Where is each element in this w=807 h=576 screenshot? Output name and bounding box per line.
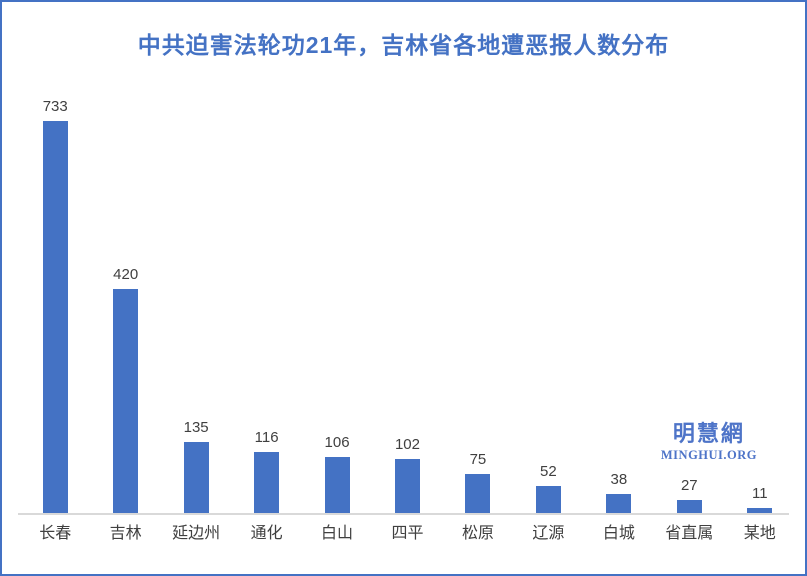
bar-column: 75: [443, 98, 513, 514]
chart-title: 中共迫害法轮功21年，吉林省各地遭恶报人数分布: [137, 32, 670, 58]
bar-column: 38: [584, 98, 654, 514]
category-label: 延边州: [172, 525, 221, 542]
bar: [113, 288, 139, 514]
category-label: 四平: [391, 525, 424, 542]
bar-value-label: 116: [254, 428, 279, 446]
bar-plot-area: 733 420 135 116 106 102 75 52 38 27 11: [20, 98, 795, 514]
bar-value-label: 733: [42, 98, 68, 115]
bar: [42, 121, 68, 514]
bar: [535, 486, 561, 514]
bar-column: 135: [161, 98, 231, 514]
category-label: 白城: [602, 525, 635, 542]
bar-column: 52: [513, 98, 583, 514]
bar-value-label: 11: [751, 485, 768, 503]
category-label: 通化: [250, 525, 283, 542]
bar-column: 733: [20, 98, 90, 514]
x-axis-line: [18, 513, 789, 515]
bar: [676, 499, 702, 514]
category-label: 某地: [743, 525, 776, 542]
bar-value-label: 420: [113, 265, 139, 283]
bar-column: 106: [302, 98, 372, 514]
bar: [394, 459, 420, 514]
category-label: 白山: [321, 525, 354, 542]
bar: [606, 493, 632, 514]
bar-column: 102: [372, 98, 442, 514]
bar-value-label: 52: [540, 463, 557, 481]
bar: [747, 508, 773, 514]
bar-value-label: 102: [394, 436, 420, 454]
category-label: 长春: [39, 525, 72, 542]
bar-column: 420: [90, 98, 160, 514]
minghui-logo-url: MINGHUI.ORG: [660, 447, 757, 462]
bar: [254, 451, 280, 514]
bar-value-label: 38: [610, 470, 628, 488]
bar-value-label: 75: [469, 450, 487, 468]
category-label: 省直属: [665, 525, 714, 542]
bar-value-label: 106: [324, 434, 350, 452]
minghui-logo-chinese: 明慧網: [672, 421, 745, 446]
bar: [183, 441, 209, 514]
bar: [465, 473, 491, 514]
bar-value-label: 135: [183, 418, 209, 436]
category-label: 吉林: [109, 525, 142, 542]
category-label: 辽源: [532, 525, 565, 542]
category-axis: 长春 吉林 延边州 通化 白山 四平 松原 辽源 白城 省直属 某地: [20, 524, 795, 543]
minghui-watermark: 明慧網 MINGHUI.ORG: [661, 420, 757, 462]
bar-column: 27: [654, 98, 724, 514]
category-label: 松原: [461, 525, 494, 542]
bar-column: 11: [725, 98, 795, 514]
bar-value-label: 27: [680, 476, 698, 494]
bar-column: 116: [231, 98, 301, 514]
bar: [324, 457, 350, 514]
